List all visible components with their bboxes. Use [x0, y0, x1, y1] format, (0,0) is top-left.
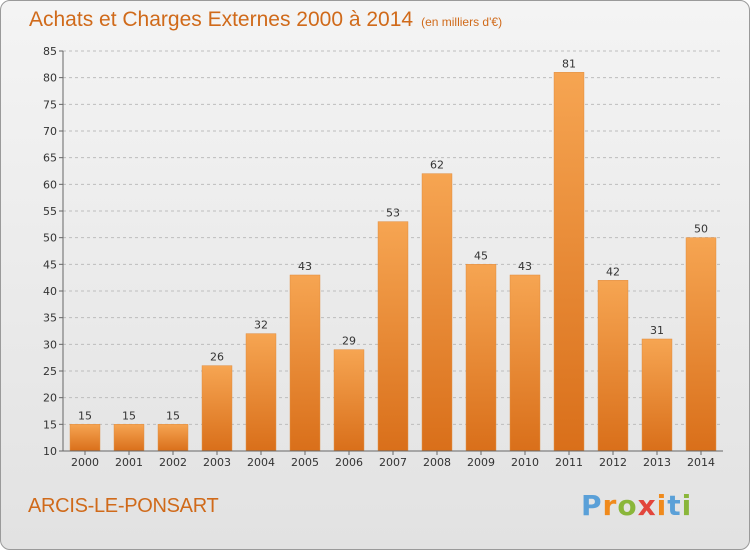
chart-title: Achats et Charges Externes 2000 à 2014 (e…	[29, 8, 502, 32]
x-tick-label: 2010	[511, 456, 539, 469]
bar-2005	[289, 274, 321, 452]
bar-2009	[465, 264, 497, 452]
y-tick-label: 80	[43, 72, 57, 85]
bar-value-label: 45	[474, 249, 488, 262]
bar-2011	[553, 72, 585, 452]
bar-2008	[421, 173, 453, 452]
bar-value-label: 53	[386, 207, 400, 220]
y-tick-label: 15	[43, 418, 57, 431]
y-tick-label: 85	[43, 45, 57, 58]
x-tick-label: 2003	[203, 456, 231, 469]
x-tick-label: 2005	[291, 456, 319, 469]
x-tick-label: 2014	[687, 456, 715, 469]
bar-2002	[157, 424, 189, 452]
logo-letter: o	[617, 489, 638, 522]
chart-title-text: Achats et Charges Externes 2000 à 2014	[29, 8, 414, 31]
bar-2003	[201, 365, 233, 452]
logo-letter: i	[656, 489, 668, 522]
logo-letter: P	[581, 489, 603, 522]
x-tick-label: 2013	[643, 456, 671, 469]
y-tick-label: 65	[43, 152, 57, 165]
bar-2004	[245, 333, 277, 452]
bar-value-label: 50	[694, 223, 708, 236]
chart-subtitle: (en milliers d'€)	[421, 15, 503, 29]
x-tick-label: 2001	[115, 456, 143, 469]
logo-letter: i	[681, 489, 693, 522]
bar-value-label: 26	[210, 351, 224, 364]
bar-2000	[69, 424, 101, 452]
y-tick-label: 20	[43, 392, 57, 405]
bar-value-label: 32	[254, 319, 268, 332]
logo-letter: t	[667, 489, 682, 522]
bar-value-label: 62	[430, 159, 444, 172]
bar-value-label: 43	[298, 260, 312, 273]
bar-value-label: 15	[122, 409, 136, 422]
bar-2001	[113, 424, 145, 452]
bar-value-label: 15	[78, 409, 92, 422]
bar-value-label: 31	[650, 324, 664, 337]
x-tick-label: 2007	[379, 456, 407, 469]
y-tick-label: 50	[43, 232, 57, 245]
bar-2014	[685, 237, 717, 452]
logo-letter: x	[637, 489, 657, 522]
x-tick-label: 2006	[335, 456, 363, 469]
bars: 15 15 15 26 32 43 29 53 62 45 43 81 42 31 50	[69, 57, 717, 452]
y-tick-label: 55	[43, 205, 57, 218]
y-tick-label: 30	[43, 338, 57, 351]
y-tick-label: 60	[43, 178, 57, 191]
y-tick-label: 75	[43, 98, 57, 111]
x-tick-label: 2008	[423, 456, 451, 469]
x-tick-label: 2004	[247, 456, 275, 469]
x-tick-label: 2009	[467, 456, 495, 469]
logo-letter: r	[602, 489, 618, 522]
proxiti-logo[interactable]: Proxiti	[581, 489, 692, 522]
x-tick-label: 2012	[599, 456, 627, 469]
bar-value-label: 29	[342, 335, 356, 348]
bar-value-label: 81	[562, 57, 576, 70]
bar-value-label: 43	[518, 260, 532, 273]
x-tick-label: 2011	[555, 456, 583, 469]
x-tick-label: 2000	[71, 456, 99, 469]
axes: 10 15 20 25 30 35 40 45 50 55 60 65 70 75 80 85 2000 2001…	[43, 45, 723, 469]
town-name: ARCIS-LE-PONSART	[28, 495, 219, 517]
y-tick-label: 70	[43, 125, 57, 138]
y-tick-label: 40	[43, 285, 57, 298]
bar-value-label: 15	[166, 409, 180, 422]
bar-2007	[377, 221, 409, 452]
bar-2010	[509, 274, 541, 452]
y-tick-label: 25	[43, 365, 57, 378]
bar-value-label: 42	[606, 265, 620, 278]
y-tick-label: 10	[43, 445, 57, 458]
bar-2006	[333, 349, 365, 452]
y-tick-label: 45	[43, 258, 57, 271]
bar-2012	[597, 280, 629, 452]
y-tick-label: 35	[43, 312, 57, 325]
x-tick-label: 2002	[159, 456, 187, 469]
bar-2013	[641, 338, 673, 452]
